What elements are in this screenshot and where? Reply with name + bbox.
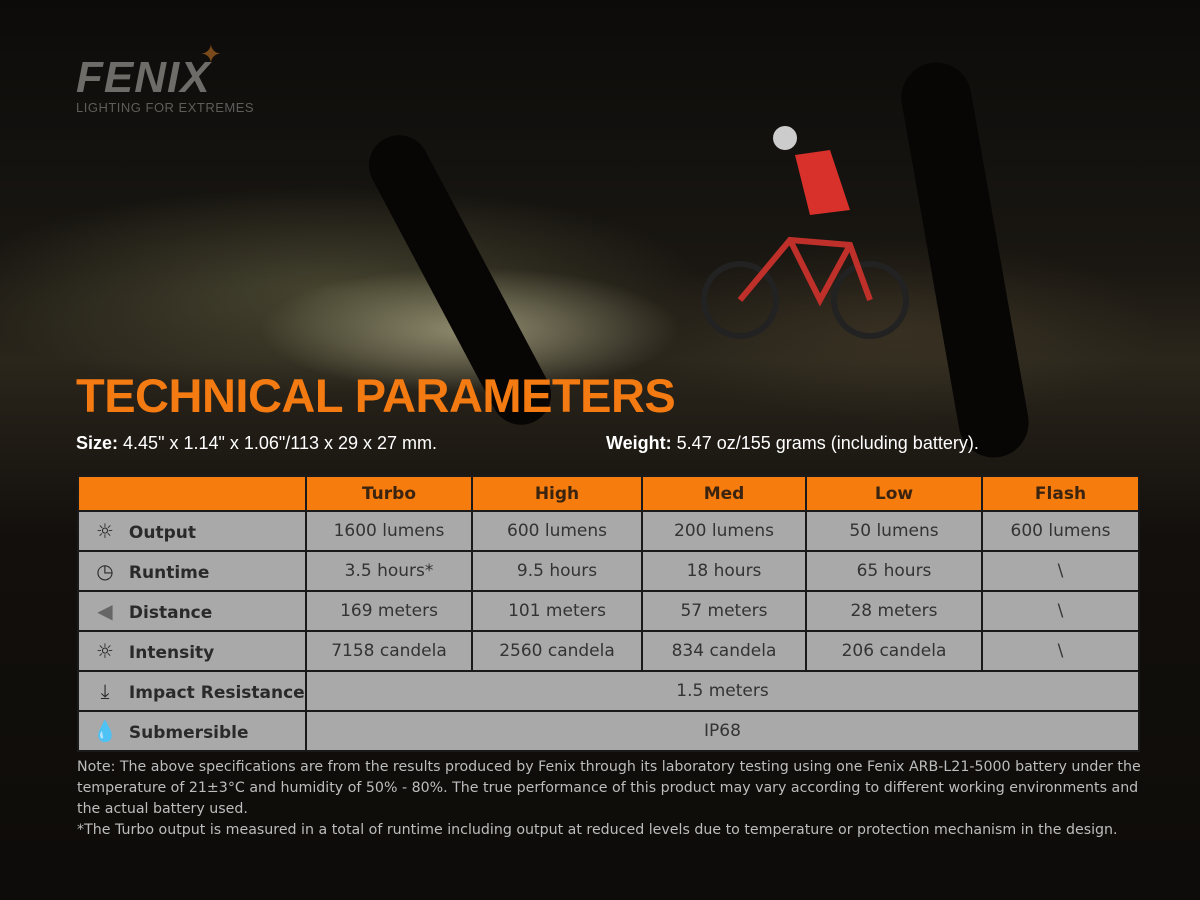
table-row: 💧 Submersible IP68 bbox=[77, 710, 1140, 752]
table-row: ◷ Runtime 3.5 hours* 9.5 hours 18 hours 65 … bbox=[77, 550, 1140, 592]
sun-icon: ☼ bbox=[96, 519, 114, 543]
footnotes: Note: The above specifications are from … bbox=[77, 759, 1141, 838]
header-turbo: Turbo bbox=[305, 475, 473, 512]
header-low: Low bbox=[805, 475, 983, 512]
water-drop-icon: 💧 bbox=[92, 719, 118, 743]
table-header-row: Turbo High Med Low Flash bbox=[77, 475, 1140, 512]
table-row: ⤓ Impact Resistance 1.5 meters bbox=[77, 670, 1140, 712]
table-row: ☼ Intensity 7158 candela 2560 candela 834 … bbox=[77, 630, 1140, 672]
star-icon: ✦ bbox=[200, 40, 222, 70]
header-blank bbox=[77, 475, 307, 512]
cyclist-image bbox=[701, 126, 909, 339]
intensity-icon: ☼ bbox=[96, 639, 114, 663]
header-med: Med bbox=[641, 475, 807, 512]
clock-icon: ◷ bbox=[96, 559, 114, 583]
fenix-logo: FENIX LIGHTING FOR EXTREMES bbox=[76, 53, 255, 116]
header-high: High bbox=[471, 475, 643, 512]
table-row: ◀ Distance 169 meters 101 meters 57 meters… bbox=[77, 590, 1140, 632]
size-spec: Size: 4.45" x 1.14" x 1.06"/113 x 29 x 2… bbox=[76, 433, 438, 453]
page-title: TECHNICAL PARAMETERS bbox=[76, 369, 676, 422]
header-flash: Flash bbox=[981, 475, 1140, 512]
beam-icon: ◀ bbox=[97, 599, 113, 623]
table-row: ☼ Output 1600 lumens 600 lumens 200 lumens… bbox=[77, 510, 1140, 552]
impact-icon: ⤓ bbox=[100, 679, 110, 703]
spec-table: Turbo High Med Low Flash ☼ Output 1600 l… bbox=[77, 475, 1140, 752]
weight-spec: Weight: 5.47 oz/155 grams (including bat… bbox=[606, 433, 979, 453]
